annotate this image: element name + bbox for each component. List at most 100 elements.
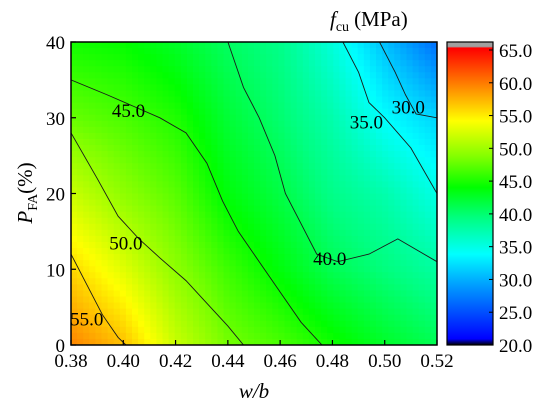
heatmap-cell: [296, 90, 304, 98]
heatmap-cell: [315, 78, 322, 86]
heatmap-cell: [357, 187, 365, 195]
heatmap-cell: [321, 260, 328, 267]
heatmap-cell: [327, 223, 334, 231]
heatmap-cell: [315, 187, 322, 195]
heatmap-cell: [412, 72, 420, 79]
heatmap-cell: [357, 248, 365, 255]
heatmap-cell: [186, 211, 194, 219]
heatmap-cell: [247, 54, 255, 61]
heatmap-cell: [382, 145, 389, 152]
heatmap-cell: [284, 308, 292, 316]
heatmap-cell: [83, 138, 90, 146]
heatmap-cell: [89, 157, 96, 164]
heatmap-cell: [339, 84, 347, 92]
heatmap-cell: [394, 163, 401, 170]
heatmap-cell: [254, 114, 261, 122]
heatmap-cell: [144, 302, 151, 310]
heatmap-cell: [315, 54, 322, 61]
heatmap-cell: [333, 248, 340, 255]
heatmap-cell: [357, 272, 365, 279]
heatmap-cell: [71, 48, 78, 55]
heatmap-cell: [418, 48, 426, 55]
heatmap-cell: [321, 338, 328, 345]
heatmap-cell: [138, 157, 145, 164]
heatmap-cell: [369, 145, 377, 152]
heatmap-cell: [138, 60, 145, 67]
heatmap-cell: [351, 332, 359, 340]
heatmap-cell: [144, 181, 151, 189]
heatmap-cell: [308, 260, 316, 267]
heatmap-cell: [107, 90, 115, 98]
heatmap-cell: [345, 169, 353, 176]
heatmap-cell: [241, 108, 249, 116]
heatmap-cell: [272, 145, 279, 152]
heatmap-cell: [229, 132, 237, 140]
heatmap-cell: [199, 151, 206, 158]
heatmap-cell: [296, 114, 304, 122]
heatmap-cell: [101, 175, 109, 182]
colorbar-title-unit: (MPa): [354, 7, 408, 31]
heatmap-cell: [132, 266, 139, 273]
heatmap-cell: [150, 241, 157, 249]
heatmap-cell: [193, 205, 200, 213]
heatmap-cell: [302, 108, 310, 116]
heatmap-cell: [71, 205, 78, 213]
heatmap-cell: [400, 145, 408, 152]
heatmap-cell: [235, 151, 243, 158]
heatmap-cell: [174, 126, 182, 134]
heatmap-cell: [186, 66, 194, 73]
heatmap-cell: [107, 326, 115, 334]
heatmap-cell: [321, 54, 328, 61]
heatmap-cell: [284, 332, 292, 340]
heatmap-cell: [418, 326, 426, 334]
heatmap-cell: [290, 320, 298, 328]
heatmap-cell: [412, 193, 420, 201]
heatmap-cell: [144, 126, 151, 134]
heatmap-cell: [412, 241, 420, 249]
heatmap-cell: [162, 338, 170, 345]
heatmap-cell: [205, 326, 212, 334]
heatmap-cell: [339, 338, 347, 345]
heatmap-cell: [107, 138, 115, 146]
heatmap-cell: [327, 266, 334, 273]
heatmap-cell: [333, 120, 340, 128]
heatmap-cell: [321, 308, 328, 316]
heatmap-cell: [424, 84, 432, 92]
heatmap-cell: [376, 302, 383, 310]
heatmap-cell: [150, 138, 157, 146]
heatmap-cell: [254, 151, 261, 158]
heatmap-cell: [357, 157, 365, 164]
heatmap-cell: [211, 48, 218, 55]
heatmap-cell: [266, 217, 273, 225]
heatmap-cell: [101, 138, 109, 146]
heatmap-cell: [119, 223, 127, 231]
heatmap-cell: [357, 260, 365, 267]
heatmap-cell: [162, 272, 170, 279]
heatmap-cell: [302, 223, 310, 231]
heatmap-cell: [217, 169, 225, 176]
heatmap-cell: [223, 132, 231, 140]
heatmap-cell: [144, 290, 151, 298]
heatmap-cell: [247, 120, 255, 128]
heatmap-cell: [241, 290, 249, 298]
heatmap-cell: [357, 72, 365, 79]
heatmap-cell: [296, 169, 304, 176]
heatmap-cell: [217, 290, 225, 298]
heatmap-cell: [132, 320, 139, 328]
heatmap-cell: [254, 223, 261, 231]
heatmap-cell: [266, 108, 273, 116]
heatmap-cell: [113, 96, 121, 104]
heatmap-cell: [162, 284, 170, 292]
heatmap-cell: [205, 96, 212, 104]
y-tick-label: 40: [46, 33, 65, 54]
heatmap-cell: [284, 326, 292, 334]
heatmap-cell: [388, 96, 395, 104]
heatmap-cell: [284, 260, 292, 267]
heatmap-cell: [113, 90, 121, 98]
heatmap-cell: [418, 278, 426, 285]
heatmap-cell: [235, 217, 243, 225]
heatmap-cell: [272, 138, 279, 146]
heatmap-cell: [174, 48, 182, 55]
heatmap-cell: [174, 320, 182, 328]
heatmap-cell: [321, 278, 328, 285]
